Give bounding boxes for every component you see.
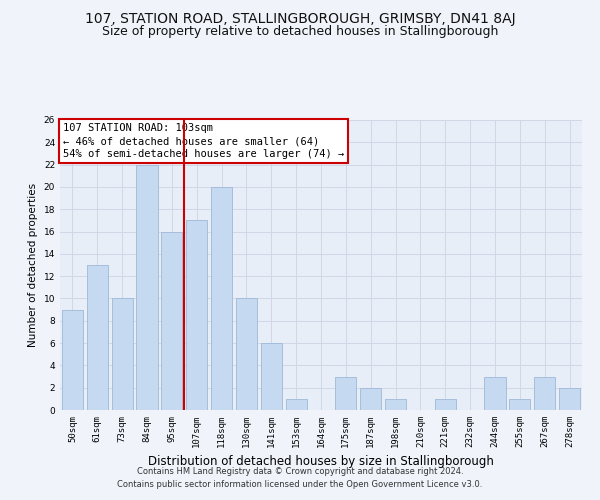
Y-axis label: Number of detached properties: Number of detached properties (28, 183, 38, 347)
Bar (87, 265, 108, 410)
Bar (186, 220, 207, 410)
Bar (360, 388, 381, 410)
Bar (211, 187, 232, 410)
Bar (261, 343, 282, 410)
Bar (385, 399, 406, 410)
Bar (534, 376, 555, 410)
Text: Size of property relative to detached houses in Stallingborough: Size of property relative to detached ho… (102, 25, 498, 38)
Bar (236, 298, 257, 410)
Text: 107, STATION ROAD, STALLINGBOROUGH, GRIMSBY, DN41 8AJ: 107, STATION ROAD, STALLINGBOROUGH, GRIM… (85, 12, 515, 26)
Bar (161, 232, 182, 410)
Bar (335, 376, 356, 410)
Bar (112, 298, 133, 410)
Bar (435, 399, 456, 410)
Bar (509, 399, 530, 410)
Text: Contains public sector information licensed under the Open Government Licence v3: Contains public sector information licen… (118, 480, 482, 489)
Bar (484, 376, 506, 410)
Bar (136, 164, 158, 410)
X-axis label: Distribution of detached houses by size in Stallingborough: Distribution of detached houses by size … (148, 456, 494, 468)
Bar (559, 388, 580, 410)
Bar (62, 310, 83, 410)
Text: 107 STATION ROAD: 103sqm
← 46% of detached houses are smaller (64)
54% of semi-d: 107 STATION ROAD: 103sqm ← 46% of detach… (62, 123, 344, 160)
Text: Contains HM Land Registry data © Crown copyright and database right 2024.: Contains HM Land Registry data © Crown c… (137, 467, 463, 476)
Bar (286, 399, 307, 410)
